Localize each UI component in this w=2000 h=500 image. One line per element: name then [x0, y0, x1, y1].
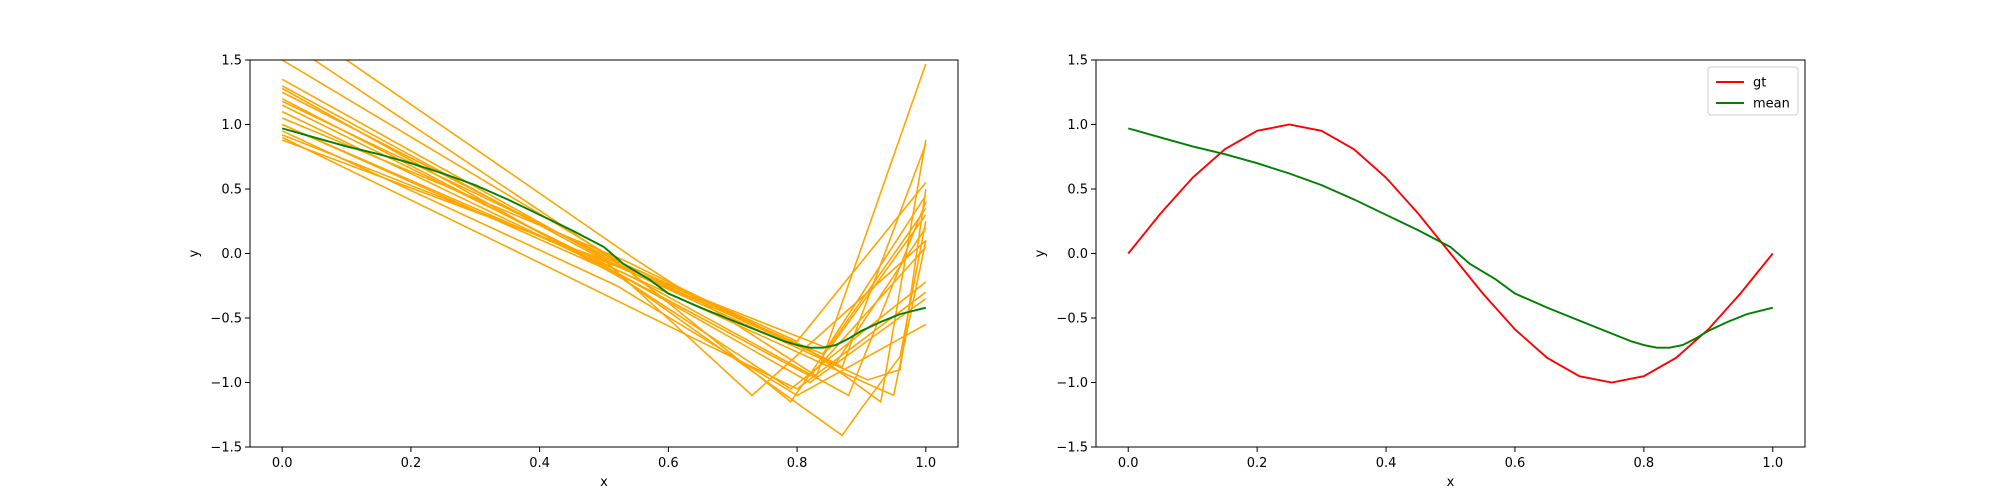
sample-line-7	[281, 110, 927, 390]
y-tick-label: 0.0	[1067, 247, 1088, 262]
sample-line-11	[281, 136, 927, 390]
legend: gt mean	[1707, 66, 1799, 116]
sample-line-12	[281, 139, 927, 397]
y-tick-label: 0.5	[221, 183, 242, 198]
y-tick-label: 1.0	[1067, 118, 1088, 133]
y-tick-label: −0.5	[210, 312, 242, 327]
plot-area	[1127, 123, 1774, 384]
x-tick-label: 0.8	[1634, 456, 1655, 471]
sample-line-18	[281, 100, 927, 404]
chart-panel-1: 0.0 0.2 0.4 0.6 0.8 1.0 −1.5 −1.0 −0.5 0.0 0.5 1.0 1…	[187, 54, 959, 490]
x-tick-label: 0.4	[1376, 456, 1397, 471]
x-tick-label: 0.4	[529, 456, 550, 471]
x-axis-label: x	[600, 475, 608, 490]
x-tick-label: 0.2	[401, 456, 422, 471]
y-tick-label: 0.0	[221, 247, 242, 262]
y-axis-label: y	[187, 249, 202, 257]
x-tick-label: 0.0	[1118, 456, 1139, 471]
y-tick-label: 1.5	[1067, 54, 1088, 69]
y-tick-label: −1.5	[210, 441, 242, 456]
sample-line-4	[281, 91, 927, 365]
x-axis-label: x	[1447, 475, 1455, 490]
sample-line-8	[281, 117, 927, 369]
sample-line-5	[281, 97, 927, 378]
y-axis-label: y	[1033, 249, 1048, 257]
y-tick-label: −1.0	[210, 376, 242, 391]
y-tick-label: −1.0	[1056, 376, 1088, 391]
gt-line	[1127, 123, 1774, 384]
x-tick-label: 0.8	[787, 456, 808, 471]
sample-line-3	[281, 85, 927, 350]
y-tick-label: 0.5	[1067, 183, 1088, 198]
x-tick-label: 0.2	[1247, 456, 1268, 471]
legend-label-gt: gt	[1753, 76, 1766, 91]
mean-line	[1127, 127, 1774, 349]
y-tick-label: −1.5	[1056, 441, 1088, 456]
x-tick-label: 0.0	[272, 456, 293, 471]
x-tick-label: 0.6	[1505, 456, 1526, 471]
sample-line-2	[281, 78, 927, 356]
y-tick-label: −0.5	[1056, 312, 1088, 327]
sample-line-9	[281, 123, 927, 384]
y-tick-label: 1.0	[221, 118, 242, 133]
x-tick-label: 1.0	[915, 456, 936, 471]
legend-label-mean: mean	[1753, 97, 1790, 112]
x-tick-label: 0.6	[658, 456, 679, 471]
sample-line-17	[281, 134, 927, 381]
sample-line-10	[281, 130, 927, 397]
mean-line	[281, 127, 927, 349]
chart-panel-2: 0.0 0.2 0.4 0.6 0.8 1.0 −1.5 −1.0 −0.5 0.0 0.5 1.0 1…	[1033, 54, 1806, 490]
sample-line-13	[313, 60, 927, 404]
y-tick-label: 1.5	[221, 54, 242, 69]
x-tick-label: 1.0	[1762, 456, 1783, 471]
plot-area	[281, 60, 927, 437]
